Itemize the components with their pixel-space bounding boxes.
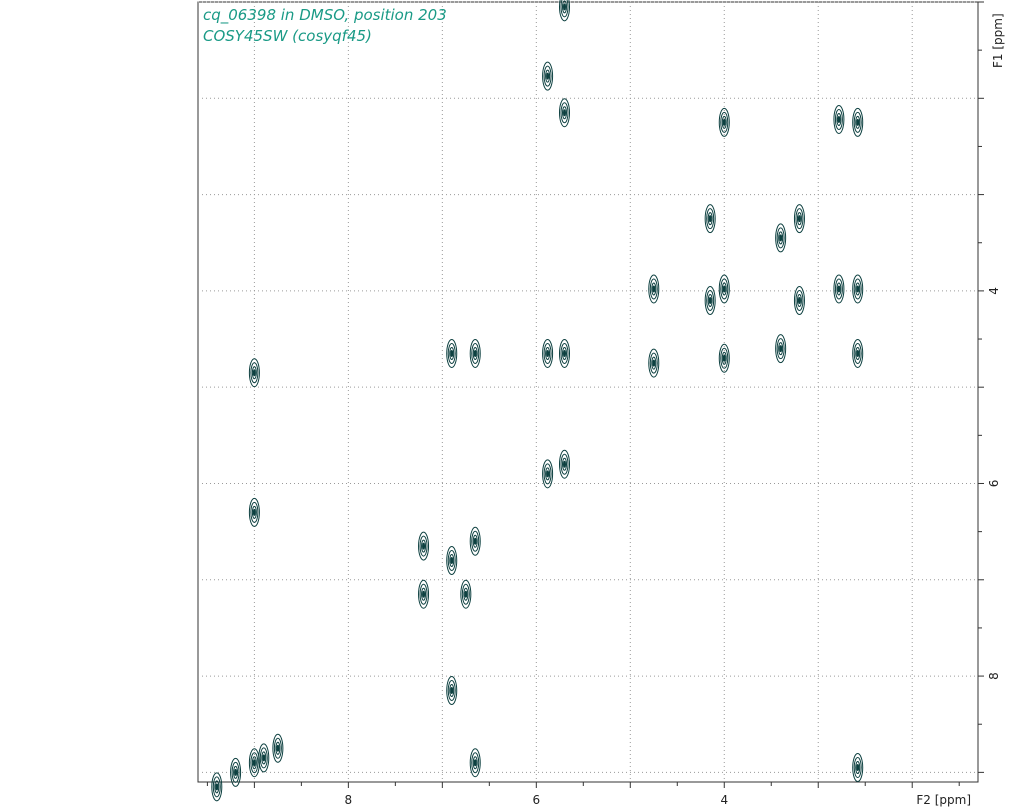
contour-peak	[852, 274, 864, 304]
contour-peak	[446, 338, 458, 368]
contour-peak	[258, 743, 270, 773]
x-tick-label: 8	[345, 793, 353, 807]
contour-peak	[211, 772, 223, 802]
contour-peak	[852, 107, 864, 137]
y-tick-label: 6	[987, 480, 1001, 488]
contour-peak	[718, 343, 730, 373]
contour-peak	[559, 0, 571, 22]
contour-peak	[542, 459, 554, 489]
x-axis-label: F2 [ppm]	[916, 793, 971, 807]
contour-peak	[559, 98, 571, 128]
x-tick-label: 4	[720, 793, 728, 807]
contour-peak	[648, 274, 660, 304]
contour-peak	[248, 748, 260, 778]
contour-peak	[648, 348, 660, 378]
contour-peak	[833, 104, 845, 134]
contour-peak	[852, 338, 864, 368]
contour-peak	[833, 274, 845, 304]
contour-peak	[775, 223, 787, 253]
contour-peak	[718, 107, 730, 137]
contour-peak	[704, 204, 716, 234]
contour-peak	[248, 358, 260, 388]
plot-frame	[197, 1, 979, 783]
spectrum-title: cq_06398 in DMSO, position 203	[203, 6, 447, 24]
contour-peak	[248, 497, 260, 527]
contour-peak	[793, 204, 805, 234]
y-tick-label: 8	[987, 672, 1001, 680]
contour-peak	[793, 286, 805, 316]
contour-peak	[460, 579, 472, 609]
x-tick-label: 6	[532, 793, 540, 807]
contour-peak	[446, 676, 458, 706]
y-tick-label: 4	[987, 287, 1001, 295]
experiment-subtitle: COSY45SW (cosyqf45)	[203, 27, 372, 45]
contour-peak	[704, 286, 716, 316]
contour-peak	[418, 579, 430, 609]
contour-peak	[446, 546, 458, 576]
contour-peak	[718, 274, 730, 304]
y-axis-label: F1 [ppm]	[991, 13, 1005, 68]
contour-peak	[469, 338, 481, 368]
contour-peak	[469, 526, 481, 556]
contour-peak	[272, 733, 284, 763]
contour-peak	[559, 338, 571, 368]
contour-peak	[418, 531, 430, 561]
contour-peak	[542, 61, 554, 91]
contour-peak	[469, 748, 481, 778]
contour-peak	[542, 338, 554, 368]
contour-peak	[559, 449, 571, 479]
contour-peak	[230, 757, 242, 787]
contour-peak	[852, 753, 864, 783]
contour-peak	[775, 334, 787, 364]
